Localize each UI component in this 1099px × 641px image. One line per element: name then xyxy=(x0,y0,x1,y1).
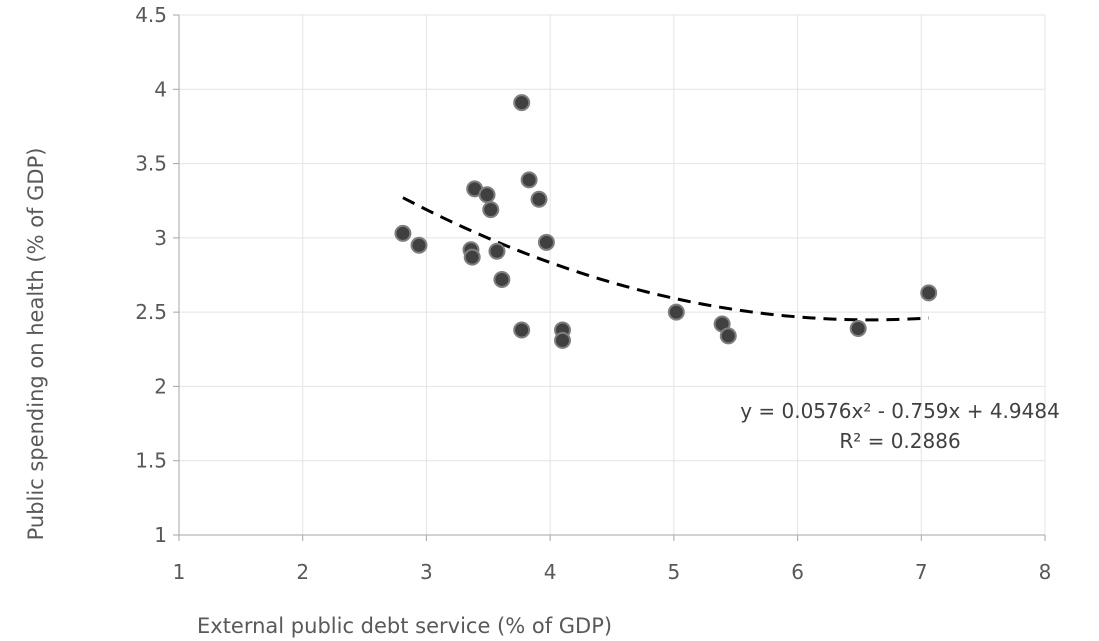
y-tick-label: 1 xyxy=(154,523,167,547)
data-point xyxy=(849,319,867,337)
x-tick-label: 3 xyxy=(420,560,433,584)
y-tick-label: 3 xyxy=(154,226,167,250)
axis-layer: 1 1.5 2 2.5 3 3.5 4 4.5 1 2 3 4 5 6 7 8 xyxy=(135,3,1051,584)
x-tick-label: 4 xyxy=(544,560,557,584)
y-tick-label: 2 xyxy=(154,374,167,398)
data-point xyxy=(513,321,531,339)
y-tick-label: 1.5 xyxy=(135,449,167,473)
x-tick-label: 7 xyxy=(915,560,928,584)
r-squared-label: R² = 0.2886 xyxy=(839,429,960,453)
y-tick-label: 4 xyxy=(154,77,167,101)
y-axis-title: Public spending on health (% of GDP) xyxy=(24,148,48,541)
data-point xyxy=(537,233,555,251)
data-point xyxy=(394,224,412,242)
x-tick-label: 8 xyxy=(1039,560,1052,584)
data-point xyxy=(920,284,938,302)
trendline-layer xyxy=(402,196,929,322)
data-point xyxy=(667,303,685,321)
trendline-equation: y = 0.0576x² - 0.759x + 4.9484 xyxy=(740,399,1060,423)
x-axis-title: External public debt service (% of GDP) xyxy=(197,614,612,638)
x-tick-label: 6 xyxy=(791,560,804,584)
y-tick-label: 3.5 xyxy=(135,152,167,176)
data-point xyxy=(513,94,531,112)
x-tick-label: 1 xyxy=(173,560,186,584)
data-point xyxy=(410,236,428,254)
data-point xyxy=(478,186,496,204)
polynomial-trendline xyxy=(402,196,929,322)
grid-layer xyxy=(179,14,1046,535)
y-tick-label: 2.5 xyxy=(135,300,167,324)
data-point xyxy=(493,270,511,288)
x-tick-label: 5 xyxy=(667,560,680,584)
data-point xyxy=(530,190,548,208)
x-tick-label: 2 xyxy=(296,560,309,584)
points-layer xyxy=(394,94,938,349)
data-point xyxy=(463,248,481,266)
data-point xyxy=(488,242,506,260)
data-point xyxy=(482,201,500,219)
data-point xyxy=(520,171,538,189)
data-point xyxy=(554,331,572,349)
y-tick-label: 4.5 xyxy=(135,3,167,27)
data-point xyxy=(719,327,737,345)
